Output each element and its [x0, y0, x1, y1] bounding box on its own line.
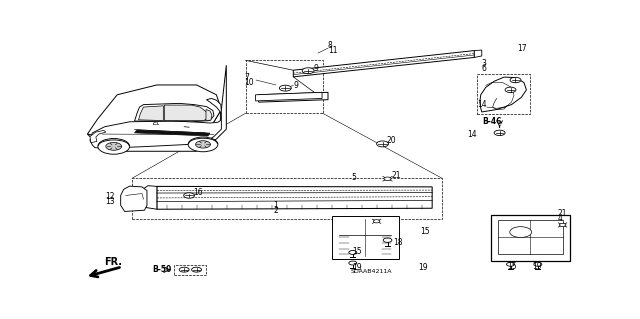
- Polygon shape: [259, 92, 328, 102]
- Circle shape: [349, 261, 356, 265]
- Circle shape: [184, 193, 195, 198]
- Circle shape: [349, 250, 356, 255]
- Polygon shape: [206, 109, 212, 121]
- Text: 14: 14: [477, 100, 486, 109]
- Circle shape: [510, 77, 521, 83]
- Text: 10: 10: [244, 78, 254, 87]
- Bar: [498, 220, 563, 255]
- Bar: [174, 265, 207, 275]
- Text: FR.: FR.: [104, 257, 122, 267]
- Text: 21: 21: [557, 209, 566, 218]
- Text: 9: 9: [293, 81, 298, 90]
- Text: SDAAB4211A: SDAAB4211A: [350, 269, 392, 274]
- Text: 5: 5: [352, 173, 356, 182]
- Bar: [491, 215, 570, 261]
- Bar: [332, 216, 399, 259]
- Circle shape: [384, 177, 391, 181]
- Text: 15: 15: [508, 262, 517, 271]
- Circle shape: [383, 238, 392, 242]
- Text: 12: 12: [105, 192, 115, 201]
- Text: 2: 2: [273, 206, 278, 215]
- Text: B-46: B-46: [482, 117, 501, 126]
- Text: 4: 4: [557, 214, 562, 223]
- Circle shape: [534, 262, 542, 266]
- Text: B-50: B-50: [152, 265, 171, 274]
- Bar: [246, 60, 323, 113]
- Text: 19: 19: [532, 262, 542, 271]
- Text: 21: 21: [392, 171, 401, 180]
- Text: 15: 15: [352, 248, 362, 256]
- Polygon shape: [474, 50, 482, 57]
- Text: 11: 11: [328, 46, 337, 55]
- Circle shape: [302, 68, 314, 74]
- Polygon shape: [90, 130, 106, 143]
- Polygon shape: [88, 65, 227, 151]
- Text: 3: 3: [482, 59, 486, 68]
- Text: 7: 7: [244, 73, 250, 82]
- Circle shape: [179, 267, 189, 272]
- Polygon shape: [134, 130, 210, 136]
- Circle shape: [507, 262, 515, 266]
- Circle shape: [196, 141, 211, 148]
- Circle shape: [280, 85, 291, 91]
- Bar: [132, 178, 442, 219]
- Text: 16: 16: [193, 188, 203, 197]
- Circle shape: [106, 142, 122, 150]
- Text: 18: 18: [394, 238, 403, 247]
- Polygon shape: [134, 103, 214, 122]
- Text: 15: 15: [420, 227, 429, 236]
- Polygon shape: [480, 77, 527, 112]
- Circle shape: [559, 223, 566, 226]
- Circle shape: [188, 137, 218, 152]
- Circle shape: [376, 141, 388, 147]
- Polygon shape: [88, 85, 221, 144]
- Text: 19: 19: [419, 263, 428, 272]
- Text: 6: 6: [482, 64, 486, 73]
- Polygon shape: [293, 51, 474, 77]
- Text: 9: 9: [313, 64, 318, 73]
- Text: 14: 14: [467, 130, 477, 139]
- Polygon shape: [90, 99, 221, 148]
- Bar: [477, 74, 531, 115]
- Text: 1: 1: [273, 201, 278, 210]
- Polygon shape: [138, 106, 163, 121]
- Polygon shape: [121, 186, 147, 211]
- Polygon shape: [164, 105, 208, 121]
- Polygon shape: [145, 186, 157, 209]
- Circle shape: [510, 227, 532, 237]
- Polygon shape: [255, 92, 322, 101]
- Text: 17: 17: [518, 44, 527, 53]
- Text: 19: 19: [352, 263, 362, 272]
- Text: 20: 20: [387, 136, 396, 145]
- Circle shape: [191, 267, 202, 272]
- Circle shape: [505, 87, 516, 93]
- Circle shape: [373, 220, 380, 223]
- Circle shape: [494, 130, 505, 136]
- Circle shape: [98, 138, 130, 154]
- Polygon shape: [154, 122, 158, 125]
- Polygon shape: [157, 186, 432, 209]
- Text: 13: 13: [105, 197, 115, 206]
- Text: 8: 8: [328, 41, 333, 50]
